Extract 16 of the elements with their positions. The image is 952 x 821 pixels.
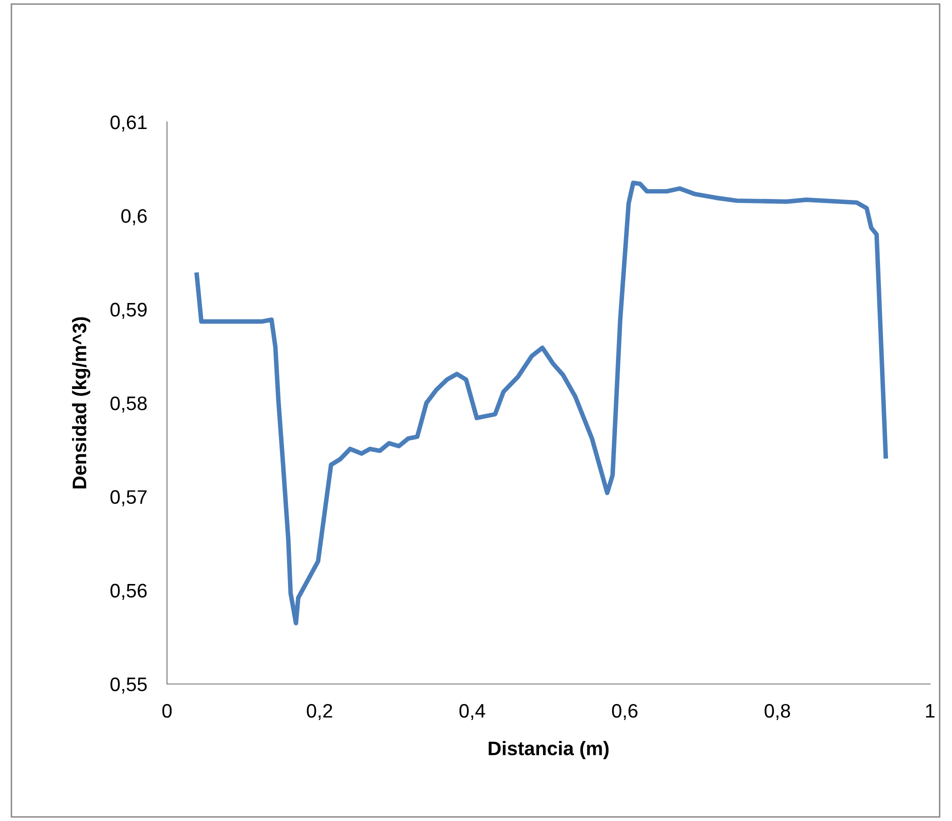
y-tick-label: 0,56	[110, 584, 147, 600]
y-tick-label: 0,57	[110, 490, 147, 506]
y-tick-label: 0,61	[110, 115, 147, 132]
y-axis-title: Densidad (kg/m^3)	[72, 317, 90, 488]
x-tick-label: 1	[926, 704, 934, 718]
x-tick-label: 0,8	[764, 704, 790, 720]
x-axis-title: Distancia (m)	[488, 741, 609, 760]
y-tick-label: 0,6	[121, 209, 147, 226]
y-tick-label: 0,59	[110, 302, 147, 319]
x-tick-label: 0	[162, 704, 172, 718]
y-tick-label: 0,55	[110, 677, 147, 694]
line-series	[194, 180, 888, 626]
x-tick-label: 0,4	[459, 704, 486, 720]
x-tick-label: 0,6	[612, 704, 638, 720]
y-tick-label: 0,58	[110, 396, 147, 413]
x-tick-label: 0,2	[306, 704, 332, 720]
